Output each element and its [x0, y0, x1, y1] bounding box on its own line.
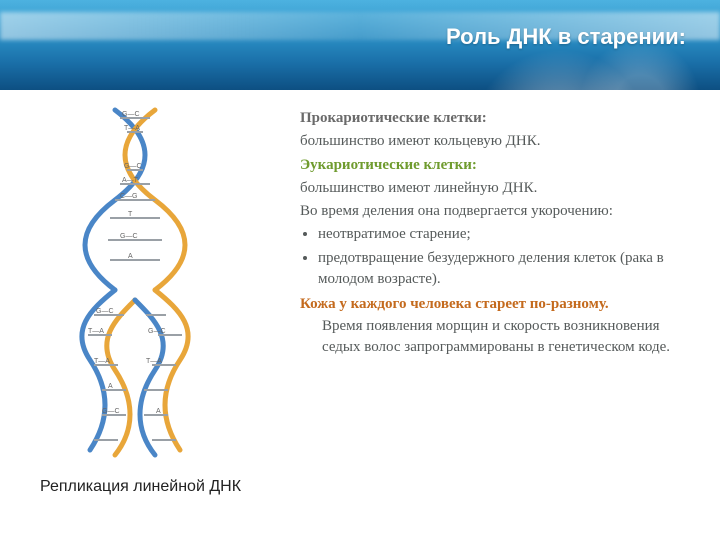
text-line: Кожа у каждого человека стареет по-разно… — [300, 294, 676, 358]
text-line: большинство имеют линейную ДНК. — [300, 178, 676, 199]
svg-text:C—G: C—G — [120, 193, 138, 200]
text-continuation: Время появления морщин и скорость возник… — [300, 316, 676, 359]
heading-eukaryote: Эукариотические клетки: — [300, 155, 676, 176]
bullet-list: неотвратимое старение; предотвращение бе… — [300, 224, 676, 290]
svg-text:T—A: T—A — [88, 328, 104, 335]
svg-text:G—C: G—C — [148, 328, 166, 335]
svg-text:A: A — [156, 408, 161, 415]
svg-text:A—T: A—T — [122, 177, 139, 184]
svg-text:T—A: T—A — [124, 125, 140, 132]
figure-caption: Репликация линейной ДНК — [40, 478, 241, 496]
svg-text:A: A — [108, 383, 113, 390]
heading-prokaryote: Прокариотические клетки: — [300, 108, 676, 129]
dna-replication-icon: G—C T—A G—C A—T C—G T G—C A G—C T—A T—A … — [60, 100, 230, 460]
dna-figure: G—C T—A G—C A—T C—G T G—C A G—C T—A T—A … — [60, 100, 230, 460]
svg-text:G—C: G—C — [102, 408, 120, 415]
heading-skin: Кожа у каждого человека стареет по-разно… — [300, 296, 609, 312]
svg-text:G—C: G—C — [96, 308, 114, 315]
svg-text:T—A: T—A — [94, 358, 110, 365]
svg-text:A: A — [128, 253, 133, 260]
svg-text:G—C: G—C — [122, 111, 140, 118]
svg-text:T—A: T—A — [146, 358, 162, 365]
text-line: большинство имеют кольцевую ДНК. — [300, 131, 676, 152]
svg-text:T: T — [128, 211, 133, 218]
list-item: неотвратимое старение; — [318, 224, 676, 245]
svg-text:G—C: G—C — [120, 233, 138, 240]
list-item: предотвращение безудержного деления клет… — [318, 248, 676, 291]
body-text: Прокариотические клетки: большинство име… — [300, 108, 676, 360]
text-line: Во время деления она подвергается укороч… — [300, 201, 676, 222]
svg-text:G—C: G—C — [124, 163, 142, 170]
slide: Роль ДНК в старении: — [0, 0, 720, 540]
slide-title: Роль ДНК в старении: — [446, 24, 686, 50]
